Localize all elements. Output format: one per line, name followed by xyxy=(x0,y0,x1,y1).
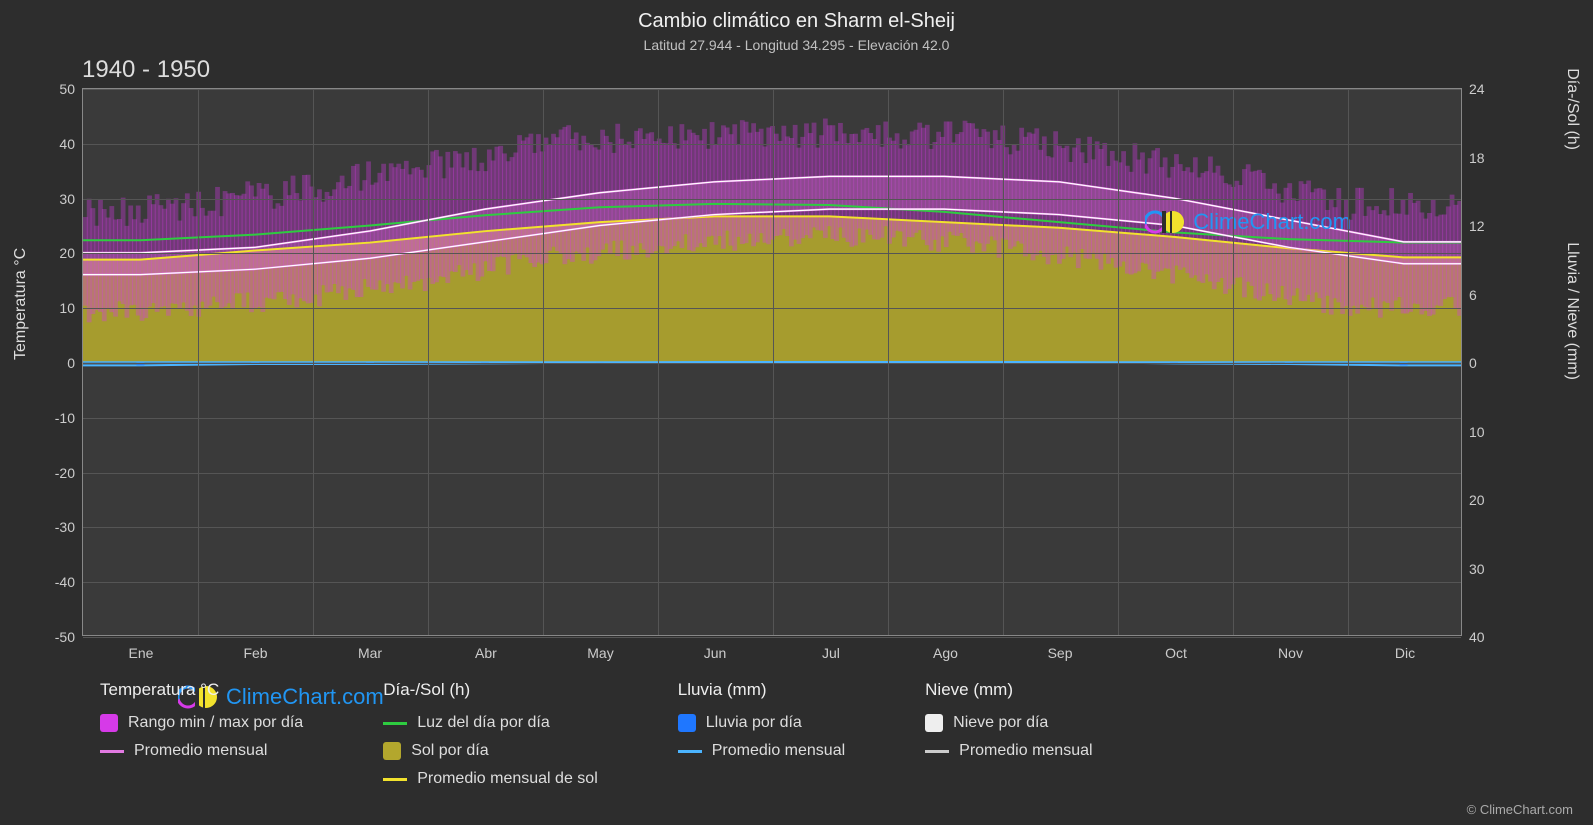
y-left-tick: 20 xyxy=(59,245,83,261)
x-tick: Feb xyxy=(243,635,267,661)
period-label: 1940 - 1950 xyxy=(82,56,210,84)
x-tick: Jul xyxy=(822,635,840,661)
y-left-tick: 10 xyxy=(59,300,83,316)
legend-item: Promedio mensual de sol xyxy=(383,770,598,788)
legend-col-snow: Nieve (mm) Nieve por día Promedio mensual xyxy=(925,680,1092,788)
x-tick: Ago xyxy=(933,635,958,661)
legend-label: Lluvia por día xyxy=(706,714,802,732)
legend: Temperatura °C Rango min / max por día Pro… xyxy=(100,680,1500,788)
y-left-tick: -30 xyxy=(55,519,83,535)
legend-swatch xyxy=(100,750,124,753)
legend-label: Luz del día por día xyxy=(417,714,550,732)
x-tick: Mar xyxy=(358,635,382,661)
legend-swatch xyxy=(678,750,702,753)
legend-item: Rango min / max por día xyxy=(100,714,303,732)
legend-item: Promedio mensual xyxy=(100,742,303,760)
legend-swatch xyxy=(925,714,943,732)
y-right-top-tick: 18 xyxy=(1461,150,1485,166)
legend-header: Nieve (mm) xyxy=(925,680,1092,700)
copyright: © ClimeChart.com xyxy=(1467,802,1573,817)
x-tick: May xyxy=(587,635,613,661)
legend-header: Temperatura °C xyxy=(100,680,303,700)
y-right-top-tick: 24 xyxy=(1461,81,1485,97)
x-tick: Sep xyxy=(1048,635,1073,661)
legend-swatch xyxy=(383,778,407,781)
y-left-tick: -40 xyxy=(55,574,83,590)
x-tick: Dic xyxy=(1395,635,1415,661)
legend-col-temp: Temperatura °C Rango min / max por día Pro… xyxy=(100,680,303,788)
legend-label: Promedio mensual xyxy=(712,742,845,760)
y-left-tick: 30 xyxy=(59,191,83,207)
brand-text: ClimeChart.com xyxy=(1193,209,1351,235)
legend-swatch xyxy=(383,742,401,760)
legend-swatch xyxy=(383,722,407,725)
legend-label: Promedio mensual xyxy=(959,742,1092,760)
legend-swatch xyxy=(678,714,696,732)
legend-label: Rango min / max por día xyxy=(128,714,303,732)
legend-label: Sol por día xyxy=(411,742,488,760)
y-axis-right-top-label: Día-/Sol (h) xyxy=(1563,68,1581,150)
watermark-top: ClimeChart.com xyxy=(1145,209,1351,235)
chart-title: Cambio climático en Sharm el-Sheij xyxy=(0,0,1593,33)
legend-swatch xyxy=(100,714,118,732)
y-left-tick: 0 xyxy=(67,355,83,371)
plot-area: ClimeChart.com ClimeChart.com 5040302010… xyxy=(82,88,1462,636)
legend-item: Nieve por día xyxy=(925,714,1092,732)
data-layer xyxy=(83,89,1461,635)
y-right-bottom-tick: 30 xyxy=(1461,561,1485,577)
y-right-bottom-tick: 10 xyxy=(1461,424,1485,440)
brand-logo-icon xyxy=(1145,209,1187,235)
y-left-tick: -50 xyxy=(55,629,83,645)
x-tick: Jun xyxy=(704,635,727,661)
y-axis-right-bottom-label: Lluvia / Nieve (mm) xyxy=(1563,242,1581,380)
y-right-top-tick: 0 xyxy=(1461,355,1477,371)
x-tick: Oct xyxy=(1165,635,1187,661)
y-right-top-tick: 6 xyxy=(1461,287,1477,303)
legend-col-sun: Día-/Sol (h) Luz del día por día Sol por d… xyxy=(383,680,598,788)
chart-container: Cambio climático en Sharm el-Sheij Latit… xyxy=(0,0,1593,825)
y-left-tick: 50 xyxy=(59,81,83,97)
legend-item: Promedio mensual xyxy=(925,742,1092,760)
y-right-bottom-tick: 20 xyxy=(1461,492,1485,508)
y-left-tick: 40 xyxy=(59,136,83,152)
legend-header: Lluvia (mm) xyxy=(678,680,845,700)
legend-header: Día-/Sol (h) xyxy=(383,680,598,700)
legend-item: Luz del día por día xyxy=(383,714,598,732)
legend-item: Sol por día xyxy=(383,742,598,760)
legend-item: Lluvia por día xyxy=(678,714,845,732)
legend-item: Promedio mensual xyxy=(678,742,845,760)
x-tick: Abr xyxy=(475,635,497,661)
y-left-tick: -20 xyxy=(55,465,83,481)
legend-col-rain: Lluvia (mm) Lluvia por día Promedio mensua… xyxy=(678,680,845,788)
legend-label: Nieve por día xyxy=(953,714,1048,732)
legend-swatch xyxy=(925,750,949,753)
legend-label: Promedio mensual de sol xyxy=(417,770,598,788)
y-axis-left-label: Temperatura °C xyxy=(12,248,30,360)
chart-subtitle: Latitud 27.944 - Longitud 34.295 - Eleva… xyxy=(0,33,1593,53)
legend-label: Promedio mensual xyxy=(134,742,267,760)
y-left-tick: -10 xyxy=(55,410,83,426)
x-tick: Ene xyxy=(128,635,153,661)
x-tick: Nov xyxy=(1278,635,1303,661)
y-right-bottom-tick: 40 xyxy=(1461,629,1485,645)
y-right-top-tick: 12 xyxy=(1461,218,1485,234)
